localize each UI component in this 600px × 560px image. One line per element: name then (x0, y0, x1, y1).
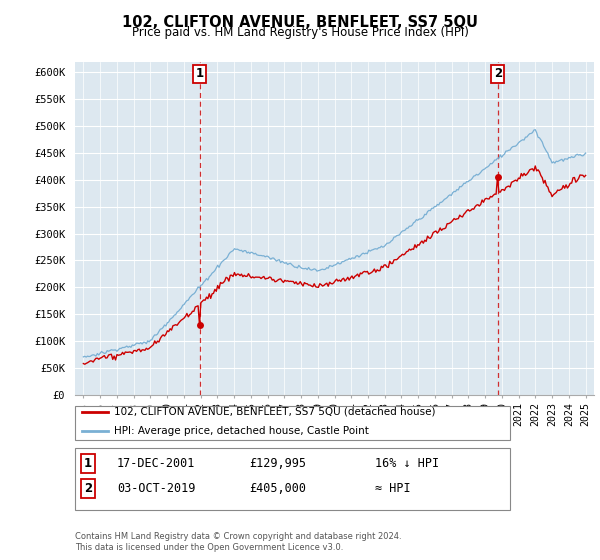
Text: HPI: Average price, detached house, Castle Point: HPI: Average price, detached house, Cast… (114, 426, 369, 436)
Text: 16% ↓ HPI: 16% ↓ HPI (375, 456, 439, 470)
Text: £405,000: £405,000 (249, 482, 306, 496)
Text: 1: 1 (84, 456, 92, 470)
Text: 1: 1 (196, 67, 204, 81)
Text: 2: 2 (494, 67, 502, 81)
Text: Contains HM Land Registry data © Crown copyright and database right 2024.
This d: Contains HM Land Registry data © Crown c… (75, 532, 401, 552)
Text: ≈ HPI: ≈ HPI (375, 482, 410, 496)
Text: £129,995: £129,995 (249, 456, 306, 470)
Text: Price paid vs. HM Land Registry's House Price Index (HPI): Price paid vs. HM Land Registry's House … (131, 26, 469, 39)
Text: 03-OCT-2019: 03-OCT-2019 (117, 482, 196, 496)
Text: 2: 2 (84, 482, 92, 496)
Text: 102, CLIFTON AVENUE, BENFLEET, SS7 5QU: 102, CLIFTON AVENUE, BENFLEET, SS7 5QU (122, 15, 478, 30)
Text: 17-DEC-2001: 17-DEC-2001 (117, 456, 196, 470)
Text: 102, CLIFTON AVENUE, BENFLEET, SS7 5QU (detached house): 102, CLIFTON AVENUE, BENFLEET, SS7 5QU (… (114, 407, 436, 417)
